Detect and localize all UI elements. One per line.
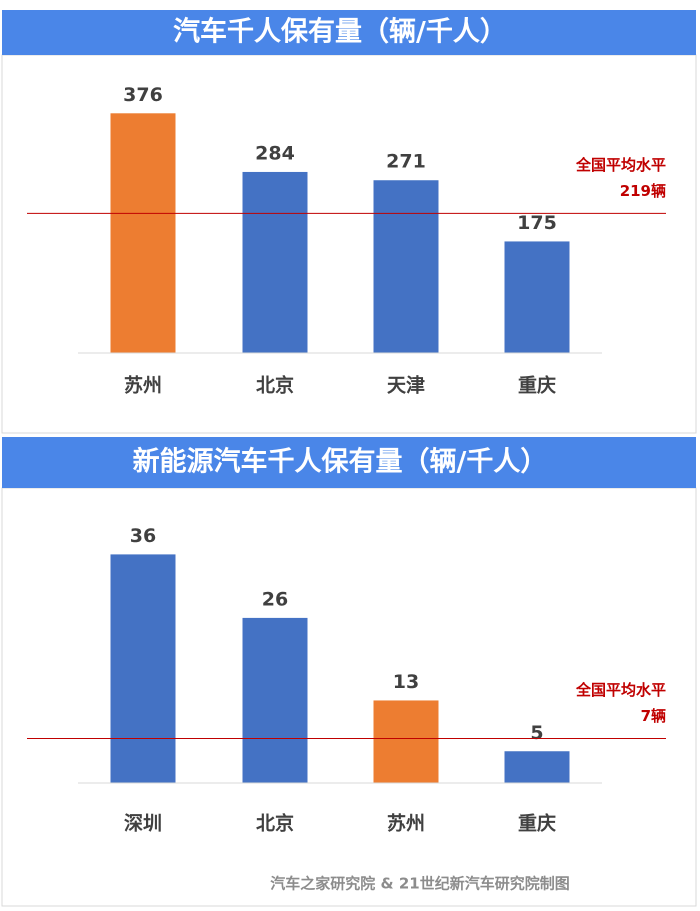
value-label: 271 [386,151,426,173]
title-bar [2,10,696,55]
value-label: 376 [123,84,163,106]
bar [242,171,308,353]
reference-text: 全国平均水平 [575,156,666,174]
x-tick-label: 北京 [256,374,294,397]
bar [504,241,570,353]
x-tick-label: 重庆 [518,812,556,835]
x-tick-label: 苏州 [387,812,425,835]
chart-title: 新能源汽车千人保有量（辆/千人） [133,446,548,478]
bar [373,700,439,783]
x-tick-label: 北京 [256,812,294,835]
value-label: 5 [530,722,543,744]
reference-label: 219辆 [620,182,666,200]
panel [1,54,697,434]
value-label: 284 [255,142,295,164]
x-tick-label: 重庆 [518,374,556,397]
bar [110,113,176,353]
value-label: 175 [517,212,557,234]
value-label: 26 [262,588,288,610]
value-label: 13 [393,671,419,693]
reference-label: 7辆 [641,707,666,725]
bar [504,751,570,783]
value-label: 36 [130,525,156,547]
source-note: 汽车之家研究院 & 21世纪新汽车研究院制图 [270,875,569,893]
x-tick-label: 深圳 [124,812,162,835]
bar [242,617,308,783]
x-tick-label: 天津 [387,374,425,397]
bar [373,180,439,353]
x-tick-label: 苏州 [124,374,162,397]
bar [110,554,176,783]
chart-title: 汽车千人保有量（辆/千人） [173,16,507,48]
title-bar [2,437,696,488]
reference-text: 全国平均水平 [575,681,666,699]
